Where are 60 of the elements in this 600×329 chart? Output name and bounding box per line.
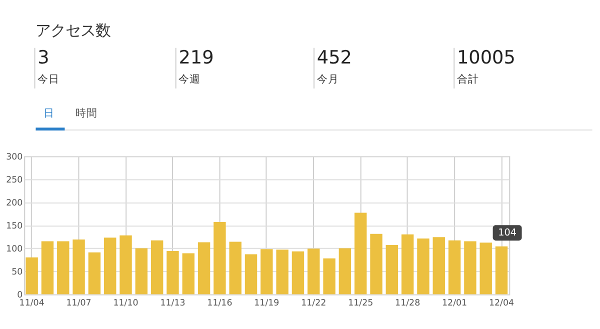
bar bbox=[401, 234, 414, 294]
text: 10005 bbox=[457, 47, 516, 68]
bar bbox=[26, 257, 38, 294]
bar bbox=[417, 238, 430, 294]
bar bbox=[338, 248, 352, 294]
text: 今週 bbox=[178, 72, 201, 86]
text: 452 bbox=[316, 47, 352, 68]
x-tick-label: 11/13 bbox=[160, 298, 186, 308]
bar bbox=[198, 242, 210, 294]
x-tick-label: 11/25 bbox=[348, 298, 374, 308]
x-tick-label: 11/22 bbox=[301, 298, 326, 308]
bar bbox=[260, 249, 273, 294]
y-tick-label: 150 bbox=[6, 222, 23, 232]
bar bbox=[182, 253, 194, 294]
x-tick-label: 11/10 bbox=[113, 298, 138, 308]
bar bbox=[292, 251, 304, 294]
bar bbox=[88, 252, 101, 294]
data-label: 104 bbox=[498, 228, 517, 239]
y-tick-label: 50 bbox=[12, 268, 23, 278]
bar bbox=[150, 240, 164, 294]
y-tick-label: 100 bbox=[6, 244, 23, 255]
y-tick-label: 200 bbox=[6, 198, 23, 209]
text: 今日 bbox=[38, 72, 60, 86]
bar bbox=[166, 250, 179, 294]
bar bbox=[120, 235, 132, 294]
bar bbox=[229, 242, 242, 294]
x-tick-label: 12/01 bbox=[442, 298, 468, 308]
bar bbox=[214, 222, 226, 294]
text: 日 bbox=[43, 106, 54, 120]
text: 時間 bbox=[75, 106, 98, 120]
bar bbox=[448, 240, 461, 294]
bar bbox=[41, 241, 54, 294]
text: 219 bbox=[178, 47, 214, 68]
bar bbox=[323, 258, 336, 294]
x-tick-label: 11/19 bbox=[254, 298, 280, 308]
bar bbox=[135, 248, 148, 294]
bar bbox=[432, 237, 445, 294]
text: 合計 bbox=[457, 72, 480, 86]
x-tick-label: 11/28 bbox=[395, 298, 420, 308]
bar bbox=[386, 244, 398, 294]
bar bbox=[104, 238, 116, 294]
x-tick-label: 12/04 bbox=[488, 298, 514, 308]
bar bbox=[354, 212, 367, 294]
bar bbox=[480, 242, 492, 294]
bar bbox=[370, 234, 382, 294]
y-tick-label: 250 bbox=[6, 176, 23, 186]
bar bbox=[57, 241, 70, 294]
x-tick-label: 11/16 bbox=[207, 298, 232, 308]
bar bbox=[308, 248, 320, 294]
bar bbox=[276, 250, 288, 294]
bar bbox=[464, 241, 476, 294]
bar bbox=[244, 254, 258, 294]
y-tick-label: 300 bbox=[6, 152, 23, 162]
text: 3 bbox=[38, 47, 50, 68]
x-tick-label: 11/07 bbox=[66, 298, 92, 308]
x-tick-label: 11/04 bbox=[19, 298, 45, 308]
bar bbox=[72, 239, 85, 294]
bar bbox=[495, 246, 508, 294]
text: アクセス数 bbox=[36, 21, 111, 40]
text: 今月 bbox=[316, 72, 339, 86]
